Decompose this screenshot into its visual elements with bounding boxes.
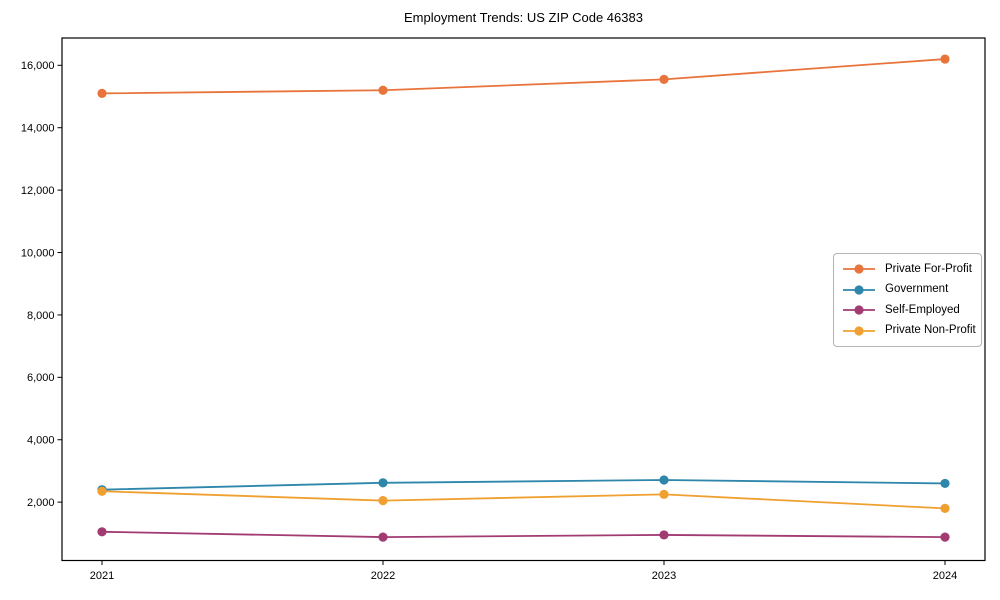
data-point-government-2024 bbox=[940, 478, 950, 489]
y-tick-label: 8,000 bbox=[27, 310, 55, 322]
legend-label: Private Non-Profit bbox=[885, 324, 976, 336]
y-tick-label: 12,000 bbox=[21, 185, 55, 197]
series-line-private-for-profit bbox=[101, 58, 946, 95]
x-tick-label: 2023 bbox=[652, 570, 676, 582]
legend-label: Government bbox=[885, 283, 949, 295]
y-tick-label: 4,000 bbox=[27, 435, 55, 447]
legend-label: Private For-Profit bbox=[885, 262, 972, 275]
data-point-private-non-profit-2023 bbox=[659, 489, 669, 499]
data-point-self-employed-2022 bbox=[378, 532, 388, 542]
data-point-private-for-profit-2021 bbox=[97, 88, 107, 98]
data-point-private-non-profit-2022 bbox=[378, 495, 388, 506]
data-point-private-for-profit-2022 bbox=[378, 85, 388, 95]
data-point-private-for-profit-2023 bbox=[659, 74, 669, 84]
y-tick-label: 6,000 bbox=[27, 372, 55, 384]
y-tick-label: 14,000 bbox=[21, 123, 55, 135]
legend-line-marker-icon bbox=[843, 326, 875, 336]
data-point-private-for-profit-2024 bbox=[940, 54, 950, 64]
series-line-government bbox=[101, 479, 946, 491]
data-point-government-2022 bbox=[378, 478, 388, 488]
y-tick-label: 2,000 bbox=[27, 497, 55, 509]
data-point-private-non-profit-2021 bbox=[97, 486, 107, 496]
x-tick-label: 2024 bbox=[933, 570, 957, 582]
series-line-private-non-profit bbox=[101, 490, 946, 510]
data-point-government-2023 bbox=[659, 475, 669, 485]
data-point-self-employed-2024 bbox=[940, 532, 950, 542]
legend-entry-private-for-profit: Private For-Profit bbox=[842, 263, 973, 275]
legend-label: Self-Employed bbox=[885, 303, 960, 316]
legend-entry-self-employed: Self-Employed bbox=[842, 304, 973, 316]
y-tick-label: 16,000 bbox=[21, 60, 55, 72]
legend-entry-government: Government bbox=[842, 283, 973, 296]
series-line-self-employed bbox=[101, 530, 946, 538]
data-point-private-non-profit-2024 bbox=[940, 503, 950, 513]
legend-line-marker-icon bbox=[843, 305, 875, 315]
chart-title: Employment Trends: US ZIP Code 46383 bbox=[404, 10, 643, 25]
x-tick-label: 2022 bbox=[371, 570, 395, 582]
legend-entry-private-non-profit: Private Non-Profit bbox=[842, 324, 976, 337]
legend: Private For-Profit Government Self-Employe… bbox=[833, 253, 982, 347]
legend-line-marker-icon bbox=[843, 285, 875, 295]
legend-line-marker-icon bbox=[843, 264, 875, 274]
data-point-self-employed-2021 bbox=[97, 527, 107, 537]
x-tick-label: 2021 bbox=[90, 570, 114, 582]
data-point-self-employed-2023 bbox=[659, 530, 669, 540]
y-tick-label: 10,000 bbox=[21, 247, 55, 259]
plot-border bbox=[61, 37, 986, 562]
